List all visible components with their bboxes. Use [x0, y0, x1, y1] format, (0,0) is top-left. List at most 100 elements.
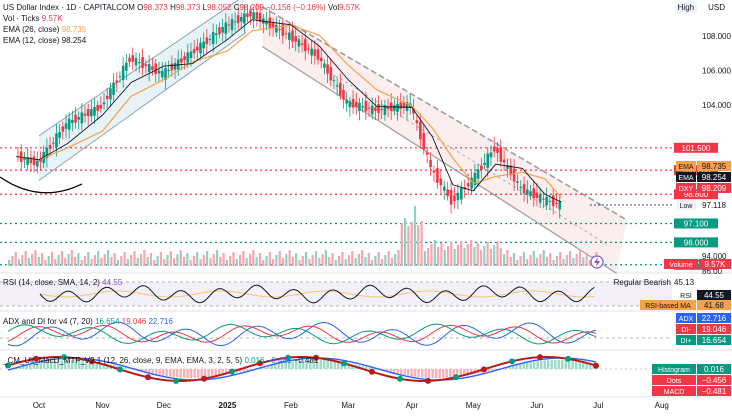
macd-dot [565, 356, 571, 362]
macd-histogram-bar [127, 368, 129, 369]
volume-bar [378, 252, 380, 266]
volume-bar [348, 255, 350, 266]
volume-bar [510, 257, 512, 266]
volume-bar [493, 245, 495, 266]
time-axis-label: Oct [33, 401, 46, 410]
macd-histogram-bar [540, 361, 542, 369]
volume-bar [94, 255, 96, 266]
adx-tag-value: 16.654 [702, 336, 727, 345]
macd-histogram-bar [162, 369, 164, 376]
macd-histogram-bar [414, 369, 416, 377]
volume-bar [331, 253, 333, 266]
candle-body [158, 71, 161, 74]
vol-ticks-label[interactable]: Vol · Ticks [3, 14, 39, 23]
channel-midline [330, 72, 607, 244]
volume-bar [289, 250, 291, 266]
macd-dot [369, 369, 375, 375]
macd-histogram-bar [400, 369, 402, 374]
price-axis-label: 104.000 [702, 101, 731, 110]
ema12-label[interactable]: EMA (12, close) [3, 36, 59, 45]
volume-bar [302, 256, 304, 266]
price-axis-label: 108.000 [702, 32, 731, 41]
volume-bar [183, 257, 185, 266]
rsi-legend-title[interactable]: RSI (14, close, SMA, 14, 2) [3, 278, 100, 287]
candle-body [513, 169, 516, 182]
volume-bar [87, 252, 89, 266]
candle-body [529, 191, 532, 196]
candle-body [141, 57, 144, 68]
high-button[interactable]: High [675, 2, 697, 13]
macd-histogram-bar [323, 360, 325, 369]
ema26-label[interactable]: EMA (26, close) [3, 25, 59, 34]
macd-histogram-bar [180, 369, 182, 378]
adx-legend-v1: 16.654 [95, 317, 119, 326]
adx-legend-v3: 22.716 [148, 317, 172, 326]
volume-bar [236, 259, 238, 266]
volume-bar [140, 254, 142, 266]
volume-bar [44, 260, 46, 266]
adx-legend-title[interactable]: ADX and DI for v4 (7, 20) [3, 317, 93, 326]
volume-bar [516, 260, 518, 266]
macd-tag-value: 0.016 [704, 365, 725, 374]
volume-bar [315, 251, 317, 266]
candle-body [33, 157, 36, 166]
candle-body [62, 126, 65, 131]
volume-bar [150, 253, 152, 266]
candle-body [49, 145, 52, 149]
candle-body [90, 109, 93, 116]
candle-body [183, 56, 186, 60]
volume-bar [434, 240, 436, 266]
macd-histogram-bar [365, 367, 367, 369]
candle-body [555, 203, 558, 204]
volume-bar [157, 256, 159, 266]
volume-bar [279, 251, 281, 266]
volume-bar [430, 244, 432, 266]
candle-body [109, 88, 112, 99]
rsi-bearish-label: Regular Bearish [614, 278, 671, 287]
candle-body [320, 58, 323, 61]
volume-bar [364, 257, 366, 266]
macd-legend-v3: −0.481 [294, 356, 319, 365]
volume-bar [282, 258, 284, 266]
candle-body [122, 66, 125, 80]
volume-bar [576, 254, 578, 266]
macd-histogram-bar [554, 360, 556, 369]
candle-body [446, 189, 449, 196]
candle-body [499, 147, 502, 162]
candle-body [519, 187, 522, 188]
volume-bar [305, 252, 307, 266]
volume-bar [355, 258, 357, 266]
high-value: 98.373 [176, 3, 200, 12]
volume-bar [246, 258, 248, 266]
volume-bar [427, 248, 429, 266]
macd-histogram-bar [334, 361, 336, 369]
candle-body [542, 199, 545, 200]
candle-body [323, 64, 326, 68]
level-value: 101.500 [682, 144, 711, 153]
volume-bar [586, 253, 588, 266]
volume-bar [100, 258, 102, 266]
volume-bar [388, 251, 390, 266]
macd-histogram-bar [327, 361, 329, 369]
macd-histogram-bar [187, 369, 189, 378]
level-value: 97.100 [684, 219, 709, 228]
macd-dot [145, 374, 151, 380]
symbol-title[interactable]: US Dollar Index · 1D · CAPITALCOM [3, 3, 135, 12]
candle-body [345, 100, 348, 104]
volume-bar [414, 206, 416, 266]
volume-bar [397, 250, 399, 266]
candle-body [171, 64, 174, 71]
candle-body [352, 99, 355, 108]
macd-dot [509, 358, 515, 364]
currency-button[interactable]: USD [705, 2, 728, 13]
time-axis-label: Feb [284, 401, 298, 410]
macd-legend-title[interactable]: _CM_Ult_MacD_MTF_V2.1 (12, 26, close, 9,… [3, 356, 242, 365]
volume-bar [447, 246, 449, 266]
volume-bar [107, 250, 109, 266]
rsi-legend-value: 44.55 [102, 278, 122, 287]
vol-value: 9.57K [339, 3, 360, 12]
volume-bar [579, 250, 581, 266]
rsi-tag-label: RSI [680, 293, 692, 300]
volume-bar [272, 259, 274, 266]
